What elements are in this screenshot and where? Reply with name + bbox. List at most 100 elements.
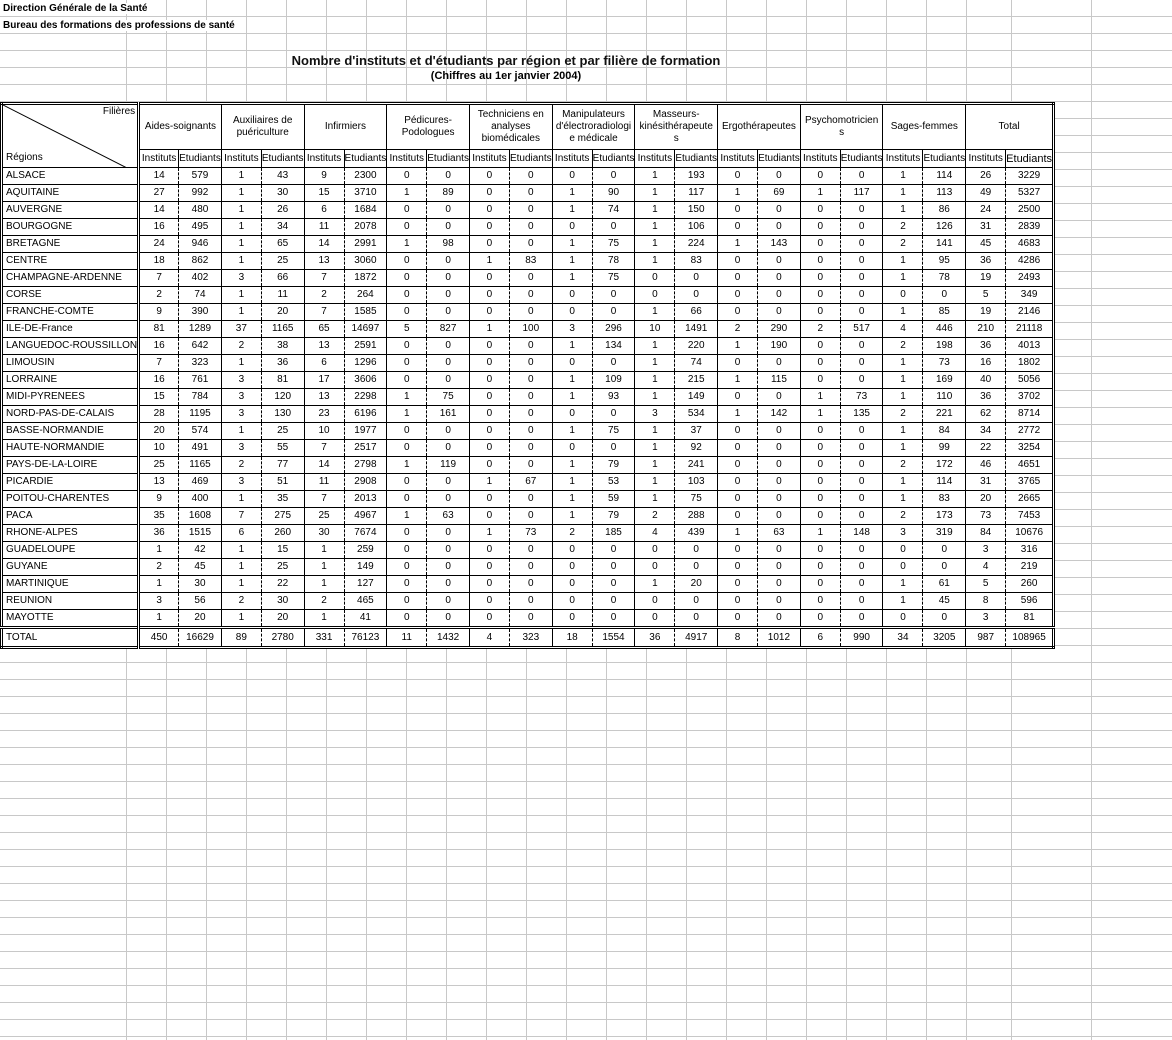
etudiants-cell: 220 [674,337,719,355]
etudiants-cell: 316 [1005,541,1055,559]
instituts-cell: 5 [965,575,1007,593]
instituts-cell: 11 [386,626,428,648]
etudiants-cell: 0 [840,235,884,253]
instituts-cell: 0 [386,575,428,593]
instituts-cell: 1 [882,184,924,202]
instituts-cell: 1 [138,575,180,593]
etudiants-cell: 83 [922,490,967,508]
etudiants-cell: 2665 [1005,490,1055,508]
instituts-cell: 1 [882,354,924,372]
instituts-cell: 0 [717,439,759,457]
etudiants-subheader: Etudiants [1005,149,1055,168]
grid-row-line [0,16,1172,17]
instituts-cell: 4 [468,626,510,648]
instituts-cell: 0 [717,252,759,270]
instituts-cell: 0 [468,456,510,474]
etudiants-cell: 89 [426,184,470,202]
instituts-cell: 0 [717,269,759,287]
etudiants-cell: 3606 [344,371,388,389]
etudiants-cell: 0 [509,235,553,253]
etudiants-cell: 446 [922,320,967,338]
instituts-cell: 13 [303,337,345,355]
etudiants-cell: 0 [592,167,636,185]
instituts-cell: 0 [799,371,841,389]
instituts-cell: 0 [717,218,759,236]
instituts-cell: 36 [965,337,1007,355]
etudiants-cell: 0 [757,388,801,406]
instituts-cell: 0 [717,541,759,559]
etudiants-cell: 143 [757,235,801,253]
instituts-cell: 2 [882,218,924,236]
instituts-cell: 1 [634,303,676,321]
etudiants-cell: 1012 [757,626,801,648]
table-row: BASSE-NORMANDIE 20 574 1 25 10 1977 0 0 0 0 1 75 1 37 0… [1,422,1055,440]
instituts-cell: 0 [386,558,428,576]
grid-row-line [0,67,1172,68]
etudiants-cell: 0 [592,592,636,610]
etudiants-cell: 0 [509,439,553,457]
instituts-cell: 1 [303,575,345,593]
etudiants-cell: 66 [261,269,305,287]
etudiants-cell: 0 [592,354,636,372]
etudiants-cell: 74 [178,286,222,304]
etudiants-cell: 0 [509,558,553,576]
instituts-cell: 1 [303,558,345,576]
instituts-cell: 2 [882,235,924,253]
etudiants-cell: 117 [840,184,884,202]
instituts-cell: 7 [303,439,345,457]
table-row: MARTINIQUE 1 30 1 22 1 127 0 0 0 0 0 0 1 20 0 0 0 0 1 61 5 260 [1,575,1055,593]
etudiants-cell: 11 [261,286,305,304]
column-header: Manipulateurs d'électroradiologie médica… [551,103,636,150]
etudiants-cell: 946 [178,235,222,253]
etudiants-subheader: Etudiants [674,149,719,168]
etudiants-cell: 491 [178,439,222,457]
etudiants-cell: 4286 [1005,252,1055,270]
etudiants-cell: 0 [509,541,553,559]
instituts-cell: 0 [468,303,510,321]
region-name: CORSE [1,286,141,304]
instituts-cell: 1 [220,235,262,253]
instituts-cell: 0 [717,456,759,474]
etudiants-cell: 0 [674,286,719,304]
instituts-cell: 25 [303,507,345,525]
etudiants-cell: 0 [426,218,470,236]
instituts-cell: 1 [551,507,593,525]
etudiants-cell: 221 [922,405,967,423]
etudiants-cell: 149 [674,388,719,406]
etudiants-cell: 55 [261,439,305,457]
etudiants-cell: 0 [757,575,801,593]
etudiants-cell: 114 [922,167,967,185]
instituts-cell: 1 [634,354,676,372]
etudiants-cell: 16629 [178,626,222,648]
etudiants-cell: 90 [592,184,636,202]
etudiants-cell: 2517 [344,439,388,457]
instituts-cell: 1 [634,337,676,355]
etudiants-cell: 260 [261,524,305,542]
instituts-cell: 0 [468,184,510,202]
etudiants-cell: 56 [178,592,222,610]
etudiants-cell: 241 [674,456,719,474]
instituts-cell: 1 [634,167,676,185]
etudiants-cell: 784 [178,388,222,406]
instituts-cell: 2 [551,524,593,542]
region-name: POITOU-CHARENTES [1,490,141,508]
data-table: Filières Régions Aides-soignants Auxiliaire… [0,102,1056,649]
etudiants-cell: 0 [840,490,884,508]
etudiants-cell: 15 [261,541,305,559]
etudiants-cell: 0 [922,558,967,576]
instituts-subheader: Instituts [138,149,180,168]
etudiants-cell: 0 [757,507,801,525]
etudiants-cell: 0 [757,218,801,236]
etudiants-cell: 4651 [1005,456,1055,474]
instituts-cell: 1 [551,201,593,219]
etudiants-cell: 0 [426,439,470,457]
etudiants-cell: 439 [674,524,719,542]
instituts-cell: 84 [965,524,1007,542]
etudiants-cell: 30 [178,575,222,593]
grid-row-line [0,781,1172,782]
table-row: LANGUEDOC-ROUSSILLON 16 642 2 38 13 2591 0 0 0 0 1 1… [1,337,1055,355]
etudiants-cell: 349 [1005,286,1055,304]
etudiants-cell: 75 [592,269,636,287]
instituts-cell: 3 [220,405,262,423]
etudiants-cell: 83 [674,252,719,270]
